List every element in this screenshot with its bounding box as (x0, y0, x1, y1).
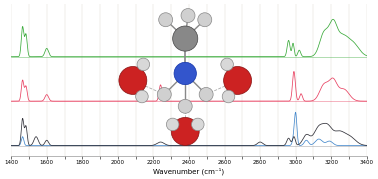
Circle shape (224, 66, 251, 95)
Circle shape (178, 99, 192, 113)
Circle shape (222, 90, 235, 103)
Circle shape (174, 62, 197, 85)
Circle shape (159, 13, 173, 27)
Circle shape (166, 118, 179, 131)
Circle shape (173, 26, 198, 51)
Circle shape (171, 117, 199, 145)
Circle shape (119, 66, 147, 95)
Circle shape (198, 13, 212, 27)
Circle shape (137, 58, 150, 71)
Circle shape (136, 90, 148, 103)
Circle shape (221, 58, 233, 71)
X-axis label: Wavenumber (cm⁻¹): Wavenumber (cm⁻¹) (153, 167, 225, 175)
Circle shape (157, 88, 171, 101)
Circle shape (199, 88, 213, 101)
Circle shape (192, 118, 204, 131)
Circle shape (181, 9, 195, 23)
